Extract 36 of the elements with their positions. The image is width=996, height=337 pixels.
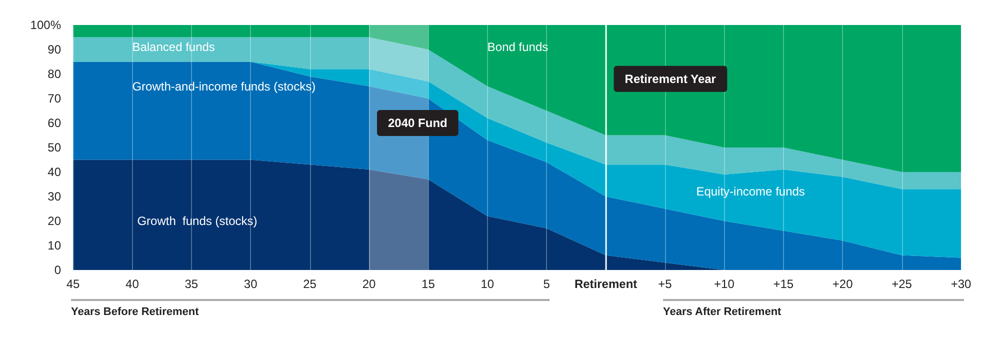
ref-line-label: Retirement Year <box>624 72 716 86</box>
x-tick-label: 15 <box>422 277 436 291</box>
x-tick-label: 30 <box>244 277 258 291</box>
x-tick-label: +25 <box>892 277 912 291</box>
text: Years Before Retirement <box>71 306 200 318</box>
series-label: Growth funds (stocks) <box>137 214 258 228</box>
y-tick-label: 20 <box>48 214 62 228</box>
x-tick-label: +30 <box>950 277 972 291</box>
series-label: Balanced funds <box>132 40 215 54</box>
x-tick-label: 45 <box>66 277 80 291</box>
x-tick-label: 5 <box>543 277 550 291</box>
x-tick-label: 10 <box>480 277 494 291</box>
x-tick-label: +20 <box>832 277 854 291</box>
series-label: Growth-and-income funds (stocks) <box>132 79 316 94</box>
x-tick-label: 35 <box>184 277 198 291</box>
y-tick-label: 90 <box>48 42 62 56</box>
text: Years After Retirement <box>663 306 782 318</box>
x-tick-label: Retirement <box>574 277 638 291</box>
y-tick-label: 80 <box>48 67 62 81</box>
y-tick-label: 0 <box>54 263 62 277</box>
y-tick-label: 10 <box>48 238 62 252</box>
x-tick-label: +5 <box>658 277 672 291</box>
series-label: Bond funds <box>487 40 548 54</box>
band-label: 2040 Fund <box>388 116 448 130</box>
y-tick-label: 40 <box>48 165 62 179</box>
y-tick-label: 50 <box>48 140 62 154</box>
y-tick-label: 60 <box>48 116 62 130</box>
y-tick-label: 30 <box>48 190 62 204</box>
y-tick-label: 70 <box>48 92 62 106</box>
x-tick-label: +15 <box>773 277 794 291</box>
x-tick-label: 20 <box>362 277 376 291</box>
x-tick-label: +10 <box>714 277 735 291</box>
y-tick-label: 100% <box>30 18 62 32</box>
series-label: Equity-income funds <box>696 184 805 199</box>
x-tick-label: 40 <box>126 277 140 291</box>
x-tick-label: 25 <box>303 277 317 291</box>
